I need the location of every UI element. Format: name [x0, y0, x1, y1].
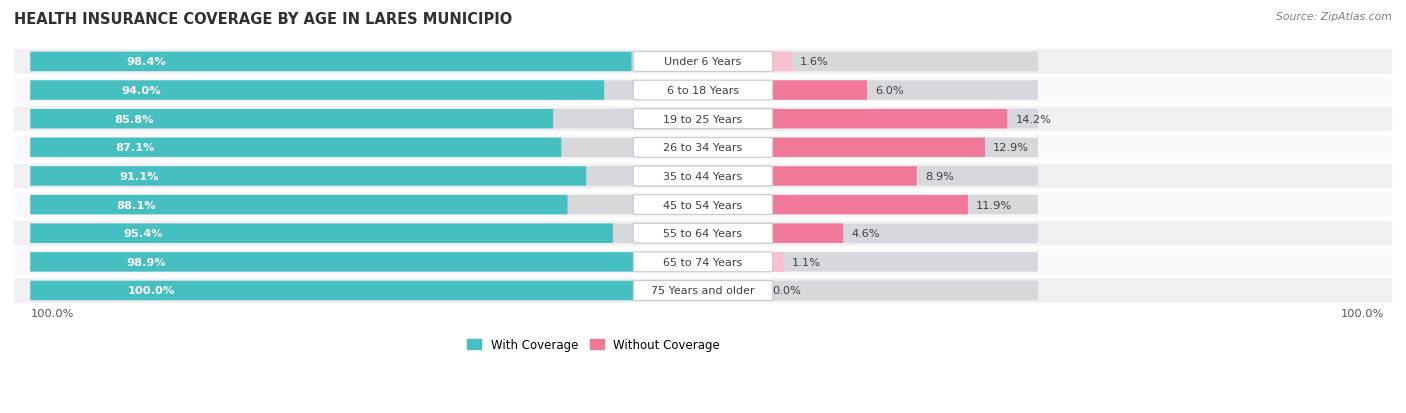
FancyBboxPatch shape: [633, 138, 773, 158]
FancyBboxPatch shape: [14, 107, 1392, 132]
FancyBboxPatch shape: [633, 81, 773, 101]
Text: 8.9%: 8.9%: [925, 171, 953, 182]
FancyBboxPatch shape: [31, 110, 553, 129]
FancyBboxPatch shape: [14, 250, 1392, 274]
FancyBboxPatch shape: [31, 81, 641, 100]
Text: 45 to 54 Years: 45 to 54 Years: [664, 200, 742, 210]
FancyBboxPatch shape: [633, 109, 773, 129]
FancyBboxPatch shape: [633, 252, 773, 272]
Text: Under 6 Years: Under 6 Years: [665, 57, 741, 67]
Text: 12.9%: 12.9%: [993, 143, 1029, 153]
Text: 1.6%: 1.6%: [800, 57, 828, 67]
FancyBboxPatch shape: [14, 193, 1392, 217]
FancyBboxPatch shape: [765, 195, 967, 215]
Text: 35 to 44 Years: 35 to 44 Years: [664, 171, 742, 182]
FancyBboxPatch shape: [31, 81, 605, 100]
FancyBboxPatch shape: [31, 110, 641, 129]
FancyBboxPatch shape: [31, 138, 561, 158]
FancyBboxPatch shape: [31, 252, 634, 272]
FancyBboxPatch shape: [31, 52, 631, 72]
Text: 26 to 34 Years: 26 to 34 Years: [664, 143, 742, 153]
Text: 88.1%: 88.1%: [117, 200, 156, 210]
FancyBboxPatch shape: [765, 281, 1038, 301]
Text: 85.8%: 85.8%: [114, 114, 153, 124]
FancyBboxPatch shape: [765, 224, 1038, 243]
FancyBboxPatch shape: [765, 138, 1038, 158]
FancyBboxPatch shape: [14, 50, 1392, 74]
FancyBboxPatch shape: [31, 52, 641, 72]
FancyBboxPatch shape: [31, 167, 641, 186]
Text: 11.9%: 11.9%: [976, 200, 1012, 210]
FancyBboxPatch shape: [31, 167, 586, 186]
FancyBboxPatch shape: [765, 252, 783, 272]
Text: 98.4%: 98.4%: [127, 57, 166, 67]
FancyBboxPatch shape: [31, 281, 641, 301]
FancyBboxPatch shape: [765, 252, 1038, 272]
FancyBboxPatch shape: [14, 221, 1392, 246]
FancyBboxPatch shape: [765, 81, 868, 100]
FancyBboxPatch shape: [765, 167, 917, 186]
FancyBboxPatch shape: [31, 138, 641, 158]
FancyBboxPatch shape: [31, 195, 641, 215]
FancyBboxPatch shape: [31, 252, 641, 272]
Text: 75 Years and older: 75 Years and older: [651, 286, 755, 296]
Text: 100.0%: 100.0%: [31, 309, 73, 318]
Text: 87.1%: 87.1%: [115, 143, 155, 153]
Text: 19 to 25 Years: 19 to 25 Years: [664, 114, 742, 124]
FancyBboxPatch shape: [31, 281, 641, 301]
FancyBboxPatch shape: [14, 164, 1392, 189]
FancyBboxPatch shape: [633, 281, 773, 301]
Text: 1.1%: 1.1%: [792, 257, 821, 267]
FancyBboxPatch shape: [765, 138, 986, 158]
FancyBboxPatch shape: [31, 224, 613, 243]
FancyBboxPatch shape: [633, 52, 773, 72]
Text: 6 to 18 Years: 6 to 18 Years: [666, 86, 740, 96]
FancyBboxPatch shape: [14, 136, 1392, 160]
Text: 55 to 64 Years: 55 to 64 Years: [664, 229, 742, 239]
Text: Source: ZipAtlas.com: Source: ZipAtlas.com: [1277, 12, 1392, 22]
Text: 4.6%: 4.6%: [852, 229, 880, 239]
Text: 14.2%: 14.2%: [1015, 114, 1052, 124]
FancyBboxPatch shape: [31, 224, 641, 243]
Text: 65 to 74 Years: 65 to 74 Years: [664, 257, 742, 267]
Text: 100.0%: 100.0%: [1340, 309, 1384, 318]
FancyBboxPatch shape: [633, 167, 773, 186]
FancyBboxPatch shape: [14, 78, 1392, 103]
Legend: With Coverage, Without Coverage: With Coverage, Without Coverage: [463, 333, 725, 356]
Text: 91.1%: 91.1%: [120, 171, 159, 182]
Text: 0.0%: 0.0%: [773, 286, 801, 296]
FancyBboxPatch shape: [765, 110, 1038, 129]
Text: 94.0%: 94.0%: [122, 86, 162, 96]
FancyBboxPatch shape: [765, 81, 1038, 100]
FancyBboxPatch shape: [633, 195, 773, 215]
FancyBboxPatch shape: [765, 52, 1038, 72]
Text: 100.0%: 100.0%: [128, 286, 174, 296]
Text: 6.0%: 6.0%: [876, 86, 904, 96]
FancyBboxPatch shape: [765, 195, 1038, 215]
FancyBboxPatch shape: [633, 224, 773, 244]
Text: 98.9%: 98.9%: [127, 257, 166, 267]
FancyBboxPatch shape: [31, 195, 568, 215]
Text: 95.4%: 95.4%: [124, 229, 163, 239]
FancyBboxPatch shape: [765, 110, 1007, 129]
FancyBboxPatch shape: [765, 167, 1038, 186]
Text: HEALTH INSURANCE COVERAGE BY AGE IN LARES MUNICIPIO: HEALTH INSURANCE COVERAGE BY AGE IN LARE…: [14, 12, 512, 27]
FancyBboxPatch shape: [14, 278, 1392, 303]
FancyBboxPatch shape: [765, 224, 844, 243]
FancyBboxPatch shape: [765, 52, 792, 72]
